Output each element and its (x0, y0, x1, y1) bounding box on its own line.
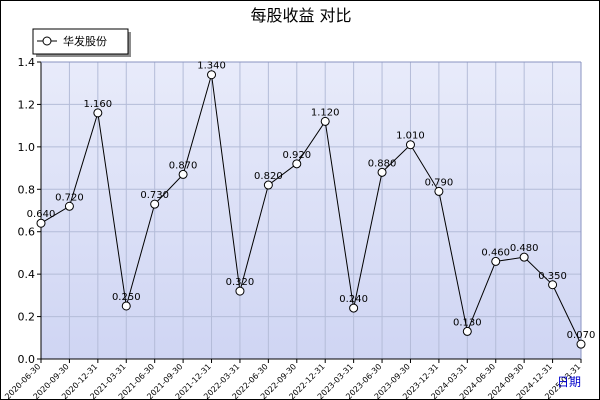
data-point (491, 256, 501, 266)
data-point (320, 116, 330, 126)
data-label: 0.870 (169, 160, 198, 171)
data-label: 0.720 (55, 192, 84, 203)
series-line (40, 74, 582, 345)
data-label: 0.920 (282, 150, 311, 161)
y-tick-label: 1.2 (18, 98, 36, 111)
data-point (576, 339, 586, 349)
plot-area (41, 62, 581, 359)
y-tick-label: 0.4 (18, 268, 36, 281)
y-tick-label: 0.0 (18, 353, 36, 366)
data-point (292, 159, 302, 169)
data-point (235, 286, 245, 296)
data-point (349, 303, 359, 313)
data-point (519, 252, 529, 262)
data-point (121, 301, 131, 311)
data-label: 0.790 (425, 177, 454, 188)
data-label: 0.820 (254, 171, 283, 182)
y-tick-label: 0.2 (18, 311, 36, 324)
data-label: 0.070 (567, 330, 596, 341)
data-label: 0.250 (112, 292, 141, 303)
legend-marker-icon (42, 36, 52, 46)
series-layer (36, 70, 586, 349)
data-point (405, 140, 415, 150)
data-point (150, 199, 160, 209)
data-point (93, 108, 103, 118)
data-point (462, 326, 472, 336)
data-label: 1.120 (311, 107, 340, 118)
data-label: 0.240 (339, 294, 368, 305)
legend-label: 华发股份 (63, 34, 107, 48)
data-point (548, 280, 558, 290)
y-tick-label: 1.4 (18, 56, 36, 69)
data-label: 1.010 (396, 131, 425, 142)
y-tick-label: 0.8 (18, 183, 36, 196)
legend: 华发股份 (32, 28, 131, 57)
data-point (377, 167, 387, 177)
data-label: 0.480 (510, 243, 539, 254)
data-label: 0.880 (368, 158, 397, 169)
data-label: 1.340 (197, 61, 226, 72)
chart-title: 每股收益 对比 (250, 6, 351, 25)
data-label: 0.350 (538, 271, 567, 282)
data-point (207, 70, 217, 80)
data-point (263, 180, 273, 190)
data-point (434, 186, 444, 196)
data-point (64, 201, 74, 211)
y-tick-label: 1.0 (18, 141, 36, 154)
data-label: 0.730 (140, 190, 169, 201)
x-axis-label: 日期 (557, 375, 581, 389)
data-label: 0.130 (453, 317, 482, 328)
data-point (178, 169, 188, 179)
data-label: 0.320 (226, 277, 255, 288)
data-label: 0.460 (481, 247, 510, 258)
y-tick-label: 0.6 (18, 226, 36, 239)
data-label: 1.160 (84, 99, 113, 110)
data-label: 0.640 (27, 209, 56, 220)
data-point (36, 218, 46, 228)
data-labels: 0.640 0.720 1.160 0.250 0.730 0.870 1.340 0.320… (27, 61, 596, 341)
